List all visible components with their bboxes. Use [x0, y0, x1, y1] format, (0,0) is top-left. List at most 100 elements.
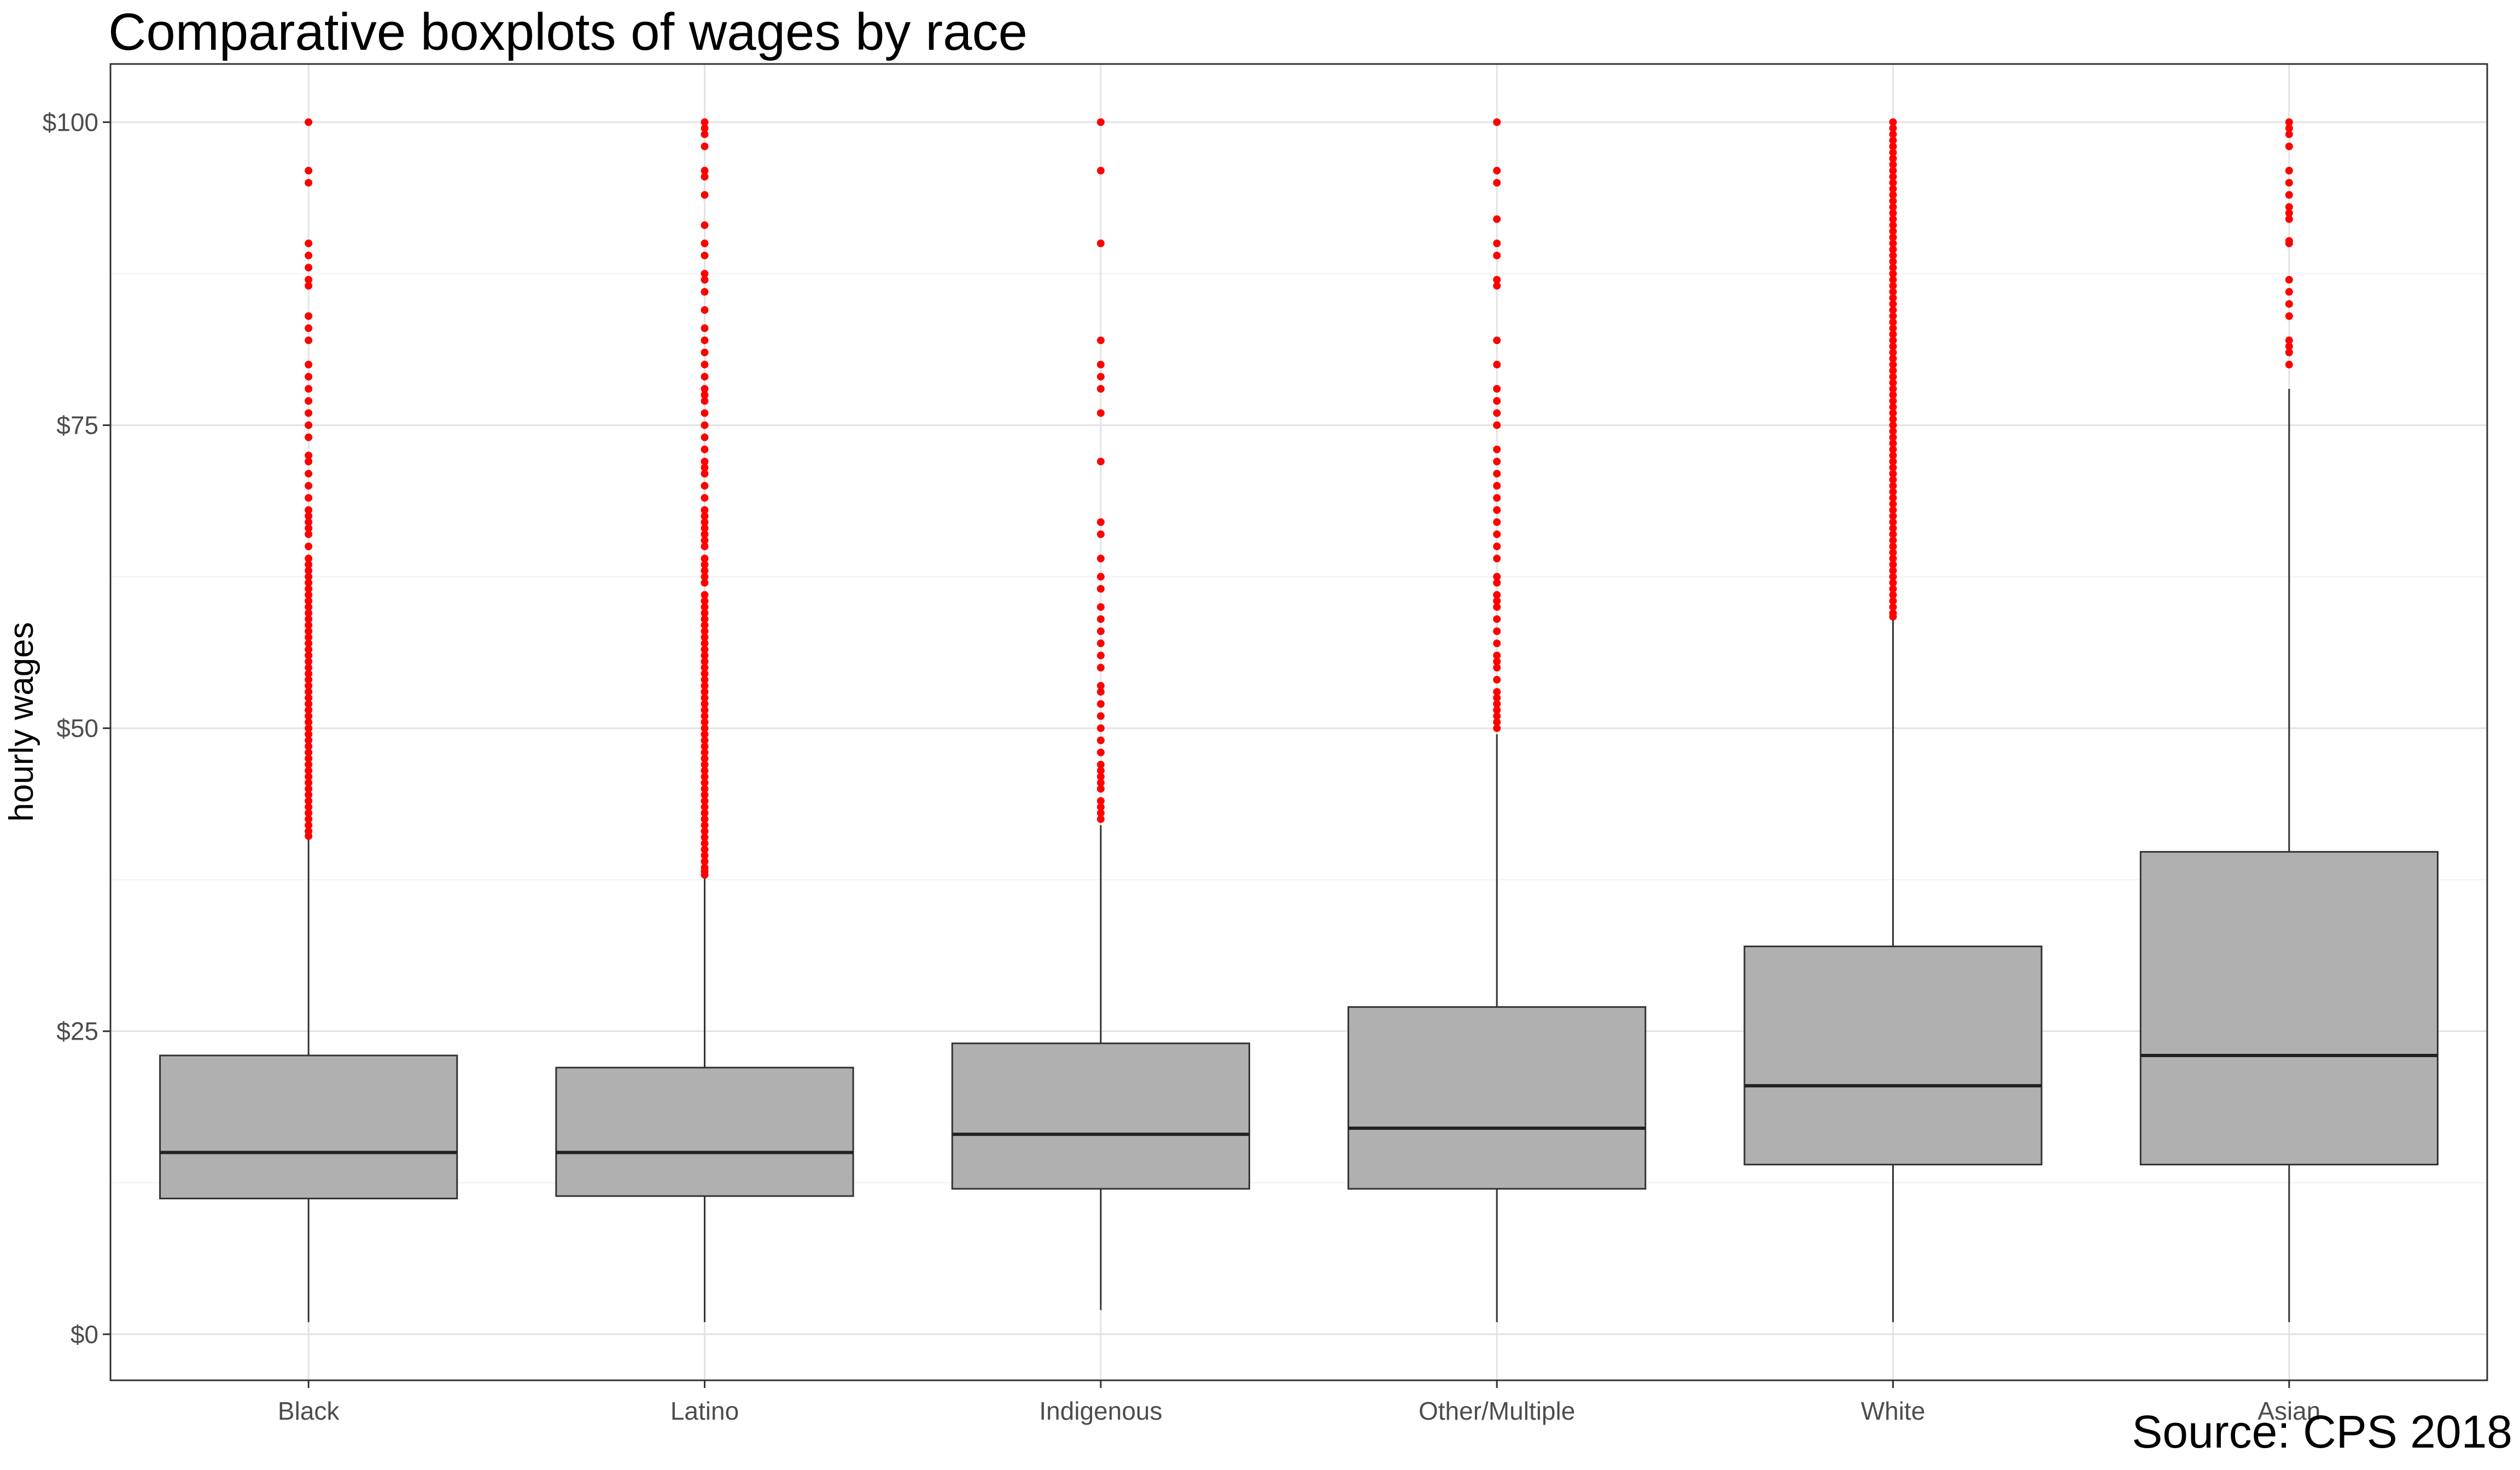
outlier-point [1493, 282, 1501, 290]
outlier-point [1493, 700, 1501, 708]
outlier-point [701, 130, 709, 138]
outlier-point [1889, 264, 1897, 272]
outlier-point [1096, 700, 1105, 708]
outlier-point [1493, 409, 1501, 417]
outlier-point [1096, 603, 1105, 611]
outlier-point [305, 573, 313, 581]
outlier-point [1889, 372, 1897, 381]
outlier-point [1889, 306, 1897, 314]
outlier-point [1493, 712, 1501, 720]
outlier-point [305, 779, 313, 787]
outlier-point [701, 591, 709, 599]
outlier-point [701, 567, 709, 575]
outlier-point [305, 700, 313, 708]
outlier-point [1493, 240, 1501, 248]
outlier-point [701, 718, 709, 726]
outlier-point [1889, 312, 1897, 320]
outlier-point [701, 384, 709, 393]
outlier-point [1096, 639, 1105, 648]
outlier-point [1096, 627, 1105, 635]
outlier-point [1889, 366, 1897, 375]
outlier-point [1889, 500, 1897, 508]
outlier-point [1889, 433, 1897, 441]
boxplot-black [159, 118, 458, 1322]
outlier-point [701, 809, 709, 817]
outlier-point [1889, 451, 1897, 459]
outlier-point [305, 561, 313, 569]
outlier-point [701, 324, 709, 332]
outlier-point [305, 754, 313, 762]
outlier-point [305, 179, 313, 187]
outlier-point [701, 803, 709, 811]
outlier-point [305, 518, 313, 526]
outlier-point [2285, 209, 2293, 217]
outlier-point [701, 706, 709, 714]
outlier-point [1096, 736, 1105, 744]
outlier-point [701, 270, 709, 278]
axes: $0 $25 $50 $75 $100 Black Latino Indigenous Othe… [43, 108, 2321, 1425]
outlier-point [305, 724, 313, 732]
outlier-point [2285, 342, 2293, 351]
outlier-point [701, 464, 709, 472]
outlier-point [305, 718, 313, 726]
outlier-point [1096, 457, 1105, 465]
outlier-point [305, 675, 313, 684]
box-iqr [2139, 851, 2439, 1165]
outlier-point [1889, 179, 1897, 187]
outlier-point [2285, 312, 2293, 320]
outlier-point [305, 312, 313, 320]
outlier-point [1889, 324, 1897, 332]
outlier-point [1889, 360, 1897, 369]
outlier-point [1889, 391, 1897, 399]
outlier-point [701, 858, 709, 866]
outlier-point [305, 815, 313, 823]
outlier-point [701, 142, 709, 150]
outlier-point [1493, 603, 1501, 611]
outlier-point [701, 633, 709, 641]
outlier-point [1096, 615, 1105, 623]
outlier-point [305, 397, 313, 405]
outlier-point [1889, 555, 1897, 563]
outlier-point [1096, 767, 1105, 775]
outlier-point [305, 433, 313, 441]
outlier-point [701, 833, 709, 842]
outlier-point [701, 191, 709, 199]
outlier-point [1889, 457, 1897, 465]
outlier-point [701, 675, 709, 684]
outlier-point [701, 597, 709, 605]
outlier-point [1889, 609, 1897, 617]
outlier-point [1889, 524, 1897, 532]
outlier-point [305, 276, 313, 284]
outlier-point [1493, 397, 1501, 405]
outlier-point [701, 767, 709, 775]
outlier-point [1889, 197, 1897, 205]
outlier-point [2285, 348, 2293, 357]
outlier-point [1096, 724, 1105, 732]
outlier-point [1889, 378, 1897, 387]
outlier-point [2285, 360, 2293, 369]
outlier-point [305, 633, 313, 641]
outlier-point [1889, 142, 1897, 150]
outlier-point [305, 712, 313, 720]
outlier-point [2285, 203, 2293, 211]
outlier-point [1096, 336, 1105, 345]
outlier-point [1493, 724, 1501, 732]
outlier-point [1889, 227, 1897, 235]
outlier-point [1889, 160, 1897, 168]
outlier-point [1889, 124, 1897, 132]
outlier-point [701, 433, 709, 441]
outlier-point [1889, 409, 1897, 417]
outlier-point [1096, 530, 1105, 538]
outlier-point [305, 682, 313, 690]
outlier-point [305, 639, 313, 648]
outlier-point [701, 821, 709, 829]
outlier-point [1493, 336, 1501, 345]
outlier-point [1493, 615, 1501, 623]
outlier-point [1096, 682, 1105, 690]
outlier-point [1493, 651, 1501, 660]
outlier-point [701, 252, 709, 260]
outlier-point [1889, 130, 1897, 138]
outlier-point [1493, 688, 1501, 696]
outlier-point [1493, 215, 1501, 223]
outlier-point [701, 445, 709, 453]
